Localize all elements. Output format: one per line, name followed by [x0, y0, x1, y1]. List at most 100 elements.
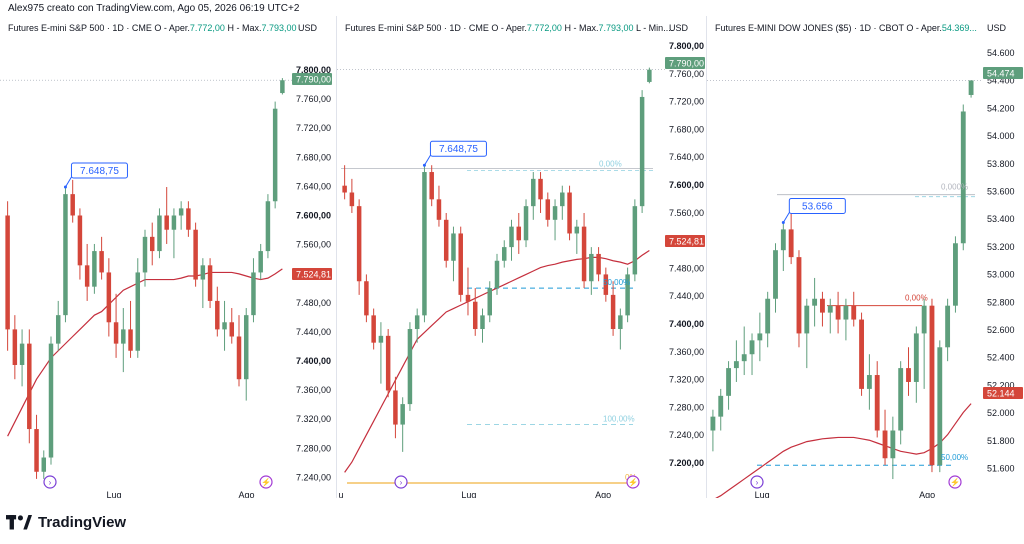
candle-body [788, 229, 794, 258]
price-tick-label: 52.200 [987, 380, 1015, 390]
price-chart[interactable]: 53.656 0,000% 50,00% 0,00% 54.600 54.400 54.20… [707, 16, 1024, 498]
price-tick-label: 54.400 [987, 76, 1015, 86]
candle-body [272, 108, 278, 202]
candle-body [827, 305, 833, 313]
last-price-badge [665, 57, 705, 69]
ma-price-badge [983, 387, 1023, 399]
time-tick-label: Lug [461, 490, 476, 498]
candle-body [157, 215, 162, 252]
peak-pointer [424, 154, 431, 166]
candle-body [812, 298, 818, 306]
candle-body [502, 247, 507, 261]
candle-body [945, 305, 951, 348]
peak-label: 7.648,75 [439, 144, 478, 155]
candle-body [458, 233, 463, 295]
candle-body [574, 226, 580, 234]
ma-price-text: 7.524,81 [296, 270, 331, 280]
candle-body [63, 194, 68, 316]
fib-label: 100,00% [603, 415, 635, 424]
candle-body [364, 281, 369, 316]
candle-body [968, 80, 974, 95]
moving-average-line [715, 403, 972, 498]
candle-body [913, 333, 919, 382]
candle-body [5, 215, 10, 330]
ma-price-text: 7.524,81 [669, 237, 704, 247]
candle-body [929, 305, 935, 466]
candle-body [523, 206, 529, 241]
fib-label: 50,00% [941, 453, 968, 462]
candle-body [516, 226, 522, 241]
candle-body [906, 368, 911, 382]
time-tick-label: Ago [595, 490, 611, 498]
price-tick-label: 7.720,00 [669, 97, 704, 107]
price-tick-label: 7.400,00 [296, 356, 331, 366]
chart-panel-2[interactable]: Futures E-mini S&P 500 · 1D · CME O - Ap… [337, 16, 707, 498]
event-arrow-icon [43, 475, 57, 489]
candle-body [41, 457, 47, 472]
ma-price-badge [665, 235, 705, 247]
event-flash-glyph: ⚡ [261, 477, 271, 487]
candle-body [882, 430, 888, 459]
candle-body [625, 274, 630, 316]
candle-body [106, 272, 112, 323]
candle-body [596, 253, 601, 275]
candle-body [265, 201, 271, 252]
time-tick-label: Lug [755, 490, 770, 498]
price-tick-label: 53.200 [987, 242, 1015, 252]
price-tick-label: 7.720,00 [296, 123, 331, 133]
candle-body [200, 265, 206, 280]
price-tick-label: 7.680,00 [669, 124, 704, 134]
candle-body [27, 343, 32, 430]
price-chart[interactable]: 7.648,750,00%50,00%100,00%0%7.800,007.76… [337, 16, 706, 498]
chart-panel-1[interactable]: Futures E-mini S&P 500 · 1D · CME O - Ap… [0, 16, 337, 498]
candle-body [236, 336, 242, 380]
event-arrow-icon [750, 475, 764, 489]
candle-body [741, 354, 747, 362]
price-tick-label: 53.400 [987, 214, 1015, 224]
candle-body [480, 315, 485, 330]
fib-label: 0,000% [941, 183, 968, 192]
candle-body [531, 178, 536, 207]
peak-label-box [429, 140, 487, 157]
candle-body [393, 390, 398, 425]
candle-body [342, 185, 347, 193]
brand-name: TradingView [38, 514, 127, 531]
price-tick-label: 52.000 [987, 408, 1015, 418]
chart-panel-3[interactable]: Futures E-MINI DOW JONES ($5) · 1D · CBO… [707, 16, 1024, 498]
event-flash-glyph: ⚡ [628, 477, 638, 487]
time-tick-label: Ago [919, 490, 935, 498]
header-credit: Alex975 creato con TradingView.com, Ago … [8, 3, 300, 14]
price-tick-label: 7.600,00 [296, 211, 331, 221]
candle-body [890, 430, 896, 459]
candle-body [820, 298, 825, 313]
candle-body [835, 305, 841, 320]
candle-body [632, 206, 638, 275]
candle-body [603, 274, 609, 295]
price-tick-label: 7.480,00 [669, 263, 704, 273]
price-tick-label: 7.320,00 [669, 375, 704, 385]
currency-label: USD [298, 23, 318, 33]
price-tick-label: 7.600,00 [669, 180, 704, 190]
event-flash-icon [948, 475, 962, 489]
candle-body [843, 305, 849, 320]
price-tick-label: 7.480,00 [296, 298, 331, 308]
event-flash-icon [626, 475, 640, 489]
event-arrow-glyph: › [756, 478, 759, 487]
price-tick-label: 7.440,00 [669, 291, 704, 301]
tradingview-logo[interactable]: TradingView [6, 514, 126, 531]
candle-body [371, 315, 376, 343]
chart-title: Futures E-mini S&P 500 · 1D · CME O - Ap… [8, 23, 297, 33]
price-tick-label: 7.360,00 [669, 347, 704, 357]
candle-body [851, 305, 857, 320]
candle-body [953, 243, 958, 306]
price-tick-label: 7.640,00 [296, 181, 331, 191]
price-tick-label: 52.400 [987, 353, 1015, 363]
candle-body [207, 265, 213, 301]
candle-body [142, 236, 148, 273]
price-chart[interactable]: 7.648,75 7.800,00 7.760,00 7.720,00 7.680,00… [0, 16, 336, 498]
candle-body [509, 226, 514, 248]
candle-body [545, 199, 551, 220]
price-tick-label: 7.240,00 [296, 472, 331, 482]
candle-body [443, 219, 449, 261]
candle-body [937, 347, 943, 466]
